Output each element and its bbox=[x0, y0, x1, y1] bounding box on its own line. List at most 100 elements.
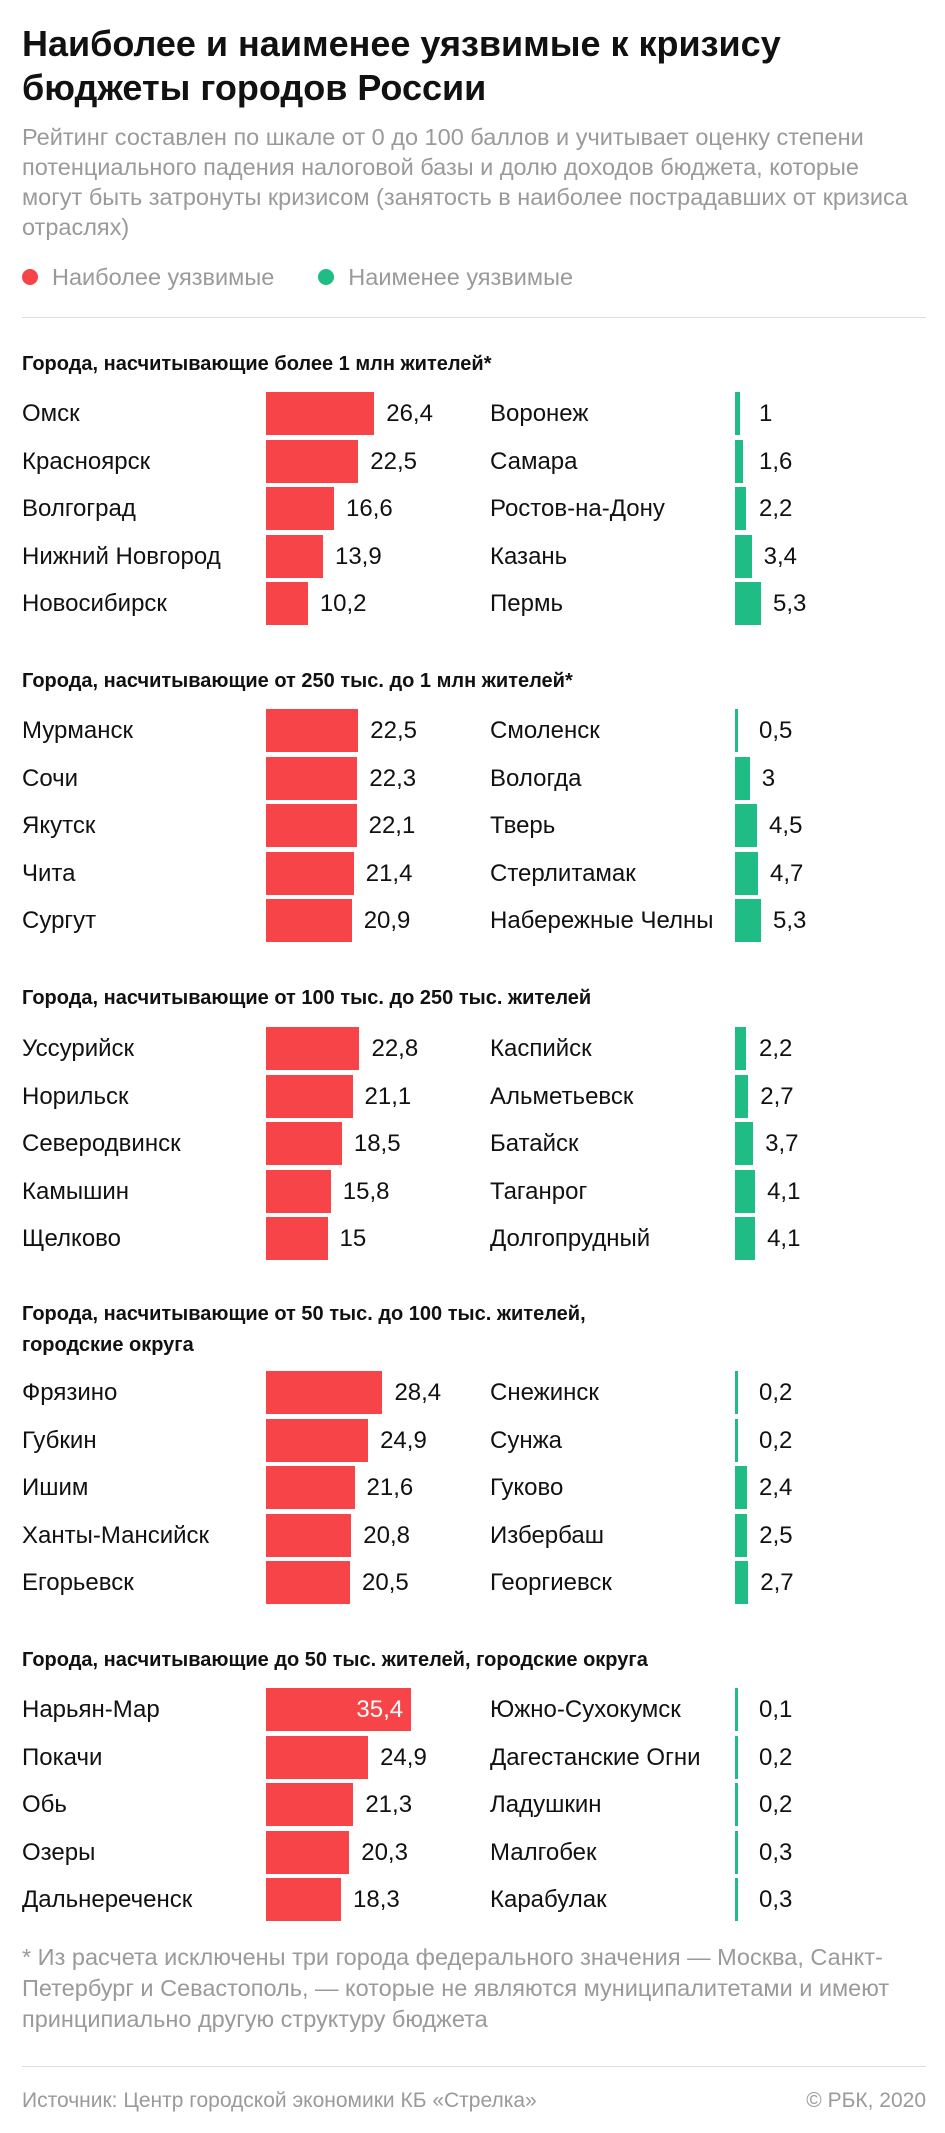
city-name-most: Якутск bbox=[22, 812, 96, 839]
city-name-least: Воронеж bbox=[490, 400, 589, 427]
bar-least bbox=[735, 582, 761, 625]
bar-most bbox=[266, 1830, 350, 1874]
bar-least bbox=[735, 487, 746, 530]
value-label-least: 0,5 bbox=[759, 717, 793, 744]
bar-most bbox=[266, 1688, 412, 1731]
value-label-least: 4,5 bbox=[769, 812, 803, 839]
table-row: Покачи 24,9 Дагестанские Огни 0,2 bbox=[0, 1734, 945, 1781]
value-label-most: 24,9 bbox=[380, 1426, 427, 1454]
bar-most bbox=[266, 1122, 342, 1165]
table-row: Егорьевск 20,5 Георгиевск 2,7 bbox=[0, 1559, 945, 1606]
value-label-least: 0,3 bbox=[759, 1838, 793, 1866]
bar-most bbox=[266, 1735, 369, 1779]
bar-most bbox=[266, 709, 359, 752]
city-name-least: Альметьевск bbox=[490, 1082, 634, 1110]
bar-most bbox=[266, 851, 354, 895]
city-name-most: Северодвинск bbox=[22, 1130, 181, 1157]
city-name-least: Южно-Сухокумск bbox=[490, 1696, 681, 1723]
value-label-least: 1 bbox=[759, 400, 773, 427]
city-name-most: Омск bbox=[22, 400, 80, 427]
table-row: Уссурийск 22,8 Каспийск 2,2 bbox=[0, 1025, 945, 1072]
table-row: Северодвинск 18,5 Батайск 3,7 bbox=[0, 1120, 945, 1167]
value-label-least: 4,7 bbox=[770, 859, 804, 887]
city-name-least: Дагестанские Огни bbox=[490, 1743, 701, 1771]
bar-least bbox=[735, 1513, 748, 1557]
bar-least bbox=[735, 1217, 756, 1260]
table-row: Озеры 20,3 Малгобек 0,3 bbox=[0, 1829, 945, 1876]
bar-least bbox=[735, 1466, 747, 1509]
bar-most bbox=[266, 1561, 351, 1604]
bar-most bbox=[266, 1074, 353, 1118]
value-label-least: 0,2 bbox=[759, 1426, 793, 1454]
table-row: Норильск 21,1 Альметьевск 2,7 bbox=[0, 1073, 945, 1120]
bar-least bbox=[735, 1830, 738, 1874]
city-name-most: Волгоград bbox=[22, 495, 136, 522]
table-row: Ишим 21,6 Гуково 2,4 bbox=[0, 1464, 945, 1511]
value-label-least: 5,3 bbox=[772, 590, 807, 617]
city-name-least: Тверь bbox=[490, 812, 556, 839]
footnote: * Из расчета исключены три города федера… bbox=[22, 1944, 890, 2032]
city-name-least: Ростов-на-Дону bbox=[490, 495, 665, 522]
value-label-least: 3,4 bbox=[763, 542, 798, 570]
value-label-most: 18,3 bbox=[353, 1886, 400, 1913]
value-label-most: 20,8 bbox=[363, 1521, 410, 1549]
city-name-most: Озеры bbox=[22, 1838, 96, 1866]
bar-least bbox=[735, 1561, 749, 1604]
value-label-most: 16,6 bbox=[346, 495, 393, 522]
bar-least bbox=[735, 1371, 738, 1414]
value-label-least: 0,2 bbox=[759, 1379, 793, 1406]
city-name-least: Таганрог bbox=[490, 1177, 588, 1205]
city-name-least: Сунжа bbox=[490, 1426, 562, 1454]
value-label-most: 20,5 bbox=[362, 1569, 409, 1596]
bar-most bbox=[266, 582, 308, 625]
legend: Наиболее уязвимые Наименее уязвимые bbox=[22, 262, 617, 292]
city-name-most: Фрязино bbox=[22, 1379, 118, 1406]
group-title: Города, насчитывающие более 1 млн жителе… bbox=[22, 353, 492, 375]
value-label-least: 1,6 bbox=[759, 447, 793, 475]
value-label-least: 4,1 bbox=[767, 1225, 801, 1252]
value-label-least: 2,2 bbox=[759, 1035, 793, 1062]
city-name-most: Ишим bbox=[22, 1474, 89, 1501]
city-name-least: Батайск bbox=[490, 1130, 579, 1157]
bar-least bbox=[735, 1878, 738, 1921]
bar-least bbox=[735, 1735, 738, 1779]
table-row: Красноярск 22,5 Самара 1,6 bbox=[0, 438, 945, 485]
table-row: Мурманск 22,5 Смоленск 0,5 bbox=[0, 707, 945, 754]
value-label-most: 22,8 bbox=[371, 1035, 419, 1062]
city-name-least: Ладушкин bbox=[490, 1791, 602, 1818]
city-name-most: Уссурийск bbox=[22, 1035, 135, 1062]
legend-item-most: Наиболее уязвимые bbox=[22, 264, 274, 291]
city-name-most: Нижний Новгород bbox=[22, 542, 221, 570]
value-label-least: 0,1 bbox=[759, 1696, 793, 1723]
value-label-most: 13,9 bbox=[334, 542, 382, 570]
value-label-most: 20,3 bbox=[361, 1838, 408, 1866]
bar-most bbox=[266, 1027, 360, 1070]
table-row: Губкин 24,9 Сунжа 0,2 bbox=[0, 1417, 945, 1464]
value-label-least: 5,3 bbox=[772, 907, 807, 934]
value-label-most: 22,5 bbox=[370, 447, 417, 475]
group-title: Города, насчитывающие до 50 тыс. жителей… bbox=[22, 1649, 648, 1671]
value-label-least: 2,7 bbox=[760, 1569, 794, 1596]
value-label-most: 20,9 bbox=[363, 907, 411, 934]
bar-least bbox=[735, 851, 759, 895]
value-label-most: 35,4 bbox=[356, 1696, 404, 1723]
value-label-least: 3 bbox=[761, 764, 776, 792]
divider bbox=[22, 2066, 926, 2067]
group-title: Города, насчитывающие от 250 тыс. до 1 м… bbox=[22, 670, 573, 692]
bar-most bbox=[266, 1217, 328, 1260]
divider bbox=[22, 317, 926, 318]
city-name-least: Вологда bbox=[490, 764, 582, 792]
value-label-most: 15 bbox=[339, 1225, 367, 1252]
group-title: Города, насчитывающие от 100 тыс. до 250… bbox=[22, 987, 592, 1009]
value-label-most: 22,3 bbox=[369, 764, 417, 792]
city-name-least: Снежинск bbox=[490, 1379, 599, 1406]
city-name-most: Нарьян-Мар bbox=[22, 1696, 160, 1723]
city-name-most: Ханты-Мансийск bbox=[22, 1521, 210, 1549]
source-note: Источник: Центр городской экономики КБ «… bbox=[22, 2089, 537, 2112]
table-row: Нарьян-Мар 35,4 Южно-Сухокумск 0,1 bbox=[0, 1686, 945, 1733]
value-label-most: 22,5 bbox=[370, 717, 417, 744]
bar-least bbox=[735, 534, 752, 578]
bar-least bbox=[735, 392, 740, 435]
value-label-least: 2,2 bbox=[759, 495, 793, 522]
